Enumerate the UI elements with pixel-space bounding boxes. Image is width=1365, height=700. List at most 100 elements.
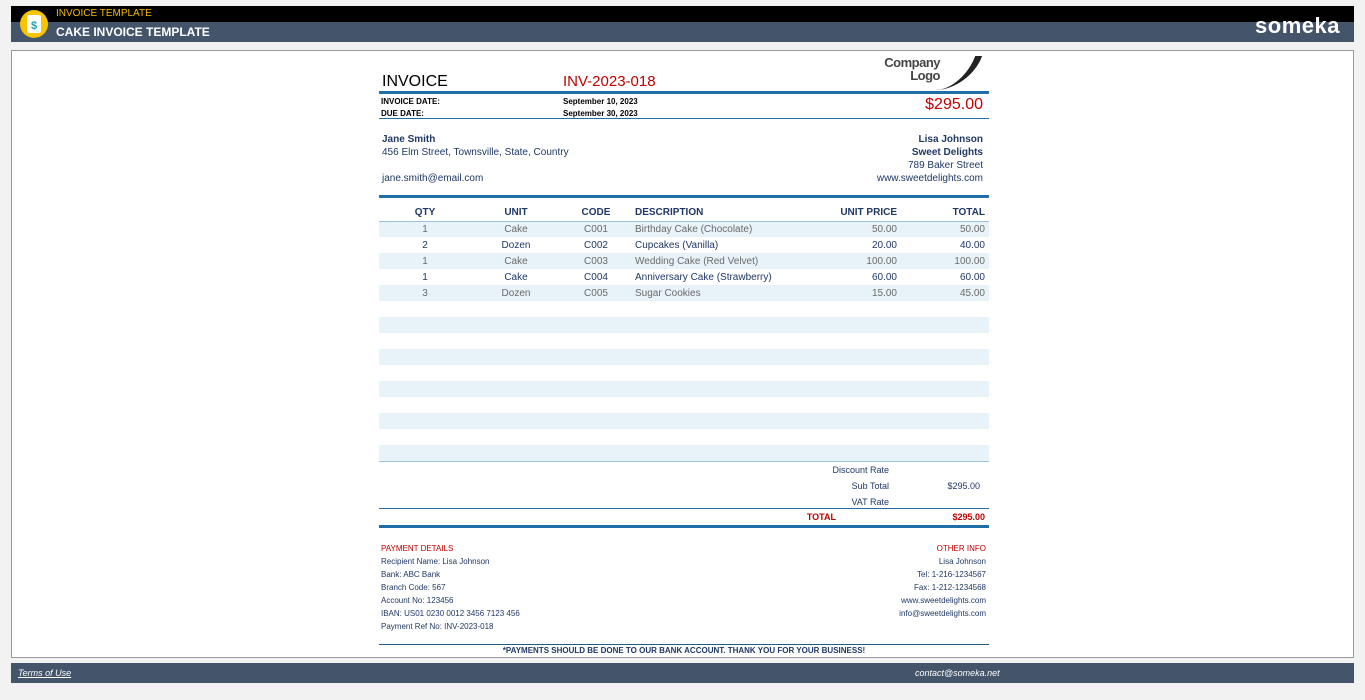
table-row[interactable] [379,413,989,429]
table-cell[interactable]: 2 [422,239,428,251]
table-cell[interactable]: 60.00 [871,271,897,283]
table-cell[interactable] [471,445,561,461]
table-cell[interactable] [901,301,989,317]
seller-website[interactable]: www.sweetdelights.com [876,173,983,184]
table-cell[interactable]: Sugar Cookies [631,285,791,301]
table-cell[interactable] [901,333,989,349]
table-cell[interactable] [561,413,631,429]
table-row[interactable] [379,397,989,413]
contact-email[interactable]: contact@someka.net [915,668,1000,678]
table-cell[interactable] [471,349,561,365]
table-cell[interactable] [471,333,561,349]
table-cell[interactable]: 50.00 [901,221,989,237]
table-cell[interactable] [901,381,989,397]
table-cell[interactable] [901,413,989,429]
table-cell[interactable] [631,413,791,429]
table-cell[interactable]: 100.00 [901,253,989,269]
table-row[interactable] [379,301,989,317]
table-cell[interactable] [791,397,901,413]
table-cell[interactable] [379,349,471,365]
table-row[interactable]: 1 Cake C001 Birthday Cake (Chocolate) 50.00 5… [379,221,989,237]
table-cell[interactable] [379,429,471,445]
table-cell[interactable]: C002 [584,239,608,251]
table-cell[interactable]: 20.00 [871,239,897,251]
table-cell[interactable] [791,445,901,461]
table-cell[interactable] [901,445,989,461]
table-row[interactable]: 3 Dozen C005 Sugar Cookies 15.00 45.00 [379,285,989,301]
seller-company[interactable]: Sweet Delights [911,147,983,158]
table-cell[interactable] [379,333,471,349]
table-cell[interactable] [379,301,471,317]
table-cell[interactable] [561,301,631,317]
table-cell[interactable] [631,349,791,365]
table-row[interactable] [379,317,989,333]
table-cell[interactable] [379,397,471,413]
table-cell[interactable]: 50.00 [791,221,901,237]
table-cell[interactable] [791,381,901,397]
table-cell[interactable] [901,365,989,381]
due-date[interactable]: September 30, 2023 [563,109,638,118]
table-row[interactable] [379,333,989,349]
invoice-date[interactable]: September 10, 2023 [563,97,638,106]
seller-name[interactable]: Lisa Johnson [918,134,983,145]
table-cell[interactable]: 60.00 [959,271,985,283]
table-cell[interactable] [471,413,561,429]
table-cell[interactable] [561,381,631,397]
table-row[interactable]: 1 Cake C003 Wedding Cake (Red Velvet) 100.00… [379,253,989,269]
table-cell[interactable] [791,429,901,445]
table-cell[interactable] [631,445,791,461]
table-cell[interactable]: Wedding Cake (Red Velvet) [631,253,791,269]
table-cell[interactable] [379,381,471,397]
table-cell[interactable]: Cake [471,221,561,237]
table-cell[interactable]: 1 [422,271,428,283]
terms-link[interactable]: Terms of Use [18,668,72,678]
table-cell[interactable] [379,317,471,333]
table-cell[interactable] [631,429,791,445]
table-cell[interactable] [631,301,791,317]
table-cell[interactable]: 40.00 [959,239,985,251]
table-cell[interactable] [791,349,901,365]
table-cell[interactable] [471,317,561,333]
table-cell[interactable] [631,397,791,413]
table-cell[interactable]: C001 [561,221,631,237]
table-cell[interactable] [561,349,631,365]
invoice-number[interactable]: INV-2023-018 [563,73,656,90]
table-cell[interactable]: C004 [584,271,608,283]
table-cell[interactable] [471,397,561,413]
table-cell[interactable]: Dozen [501,239,531,251]
table-cell[interactable] [631,381,791,397]
table-cell[interactable] [561,333,631,349]
table-cell[interactable] [901,349,989,365]
table-cell[interactable]: 1 [379,253,471,269]
table-cell[interactable]: 15.00 [791,285,901,301]
table-cell[interactable] [561,429,631,445]
table-cell[interactable] [901,317,989,333]
brand-logo[interactable]: someka [1255,13,1340,38]
table-cell[interactable] [561,445,631,461]
client-name[interactable]: Jane Smith [382,134,436,145]
table-cell[interactable]: Cupcakes (Vanilla) [635,239,719,251]
seller-address[interactable]: 789 Baker Street [907,160,983,171]
table-cell[interactable] [471,365,561,381]
table-cell[interactable]: 45.00 [901,285,989,301]
table-cell[interactable] [901,429,989,445]
table-cell[interactable] [901,397,989,413]
client-address[interactable]: 456 Elm Street, Townsville, State, Count… [382,147,569,158]
table-row[interactable] [379,429,989,445]
table-cell[interactable] [561,397,631,413]
table-cell[interactable]: C005 [561,285,631,301]
table-cell[interactable] [471,429,561,445]
table-cell[interactable]: Cake [504,271,528,283]
table-cell[interactable]: C003 [561,253,631,269]
table-cell[interactable]: 100.00 [791,253,901,269]
table-cell[interactable] [791,365,901,381]
table-row[interactable] [379,365,989,381]
table-cell[interactable] [379,413,471,429]
table-cell[interactable] [631,317,791,333]
table-cell[interactable] [791,317,901,333]
table-cell[interactable] [471,381,561,397]
table-cell[interactable] [471,301,561,317]
table-cell[interactable] [561,365,631,381]
table-cell[interactable]: Cake [471,253,561,269]
client-email[interactable]: jane.smith@email.com [382,173,484,184]
